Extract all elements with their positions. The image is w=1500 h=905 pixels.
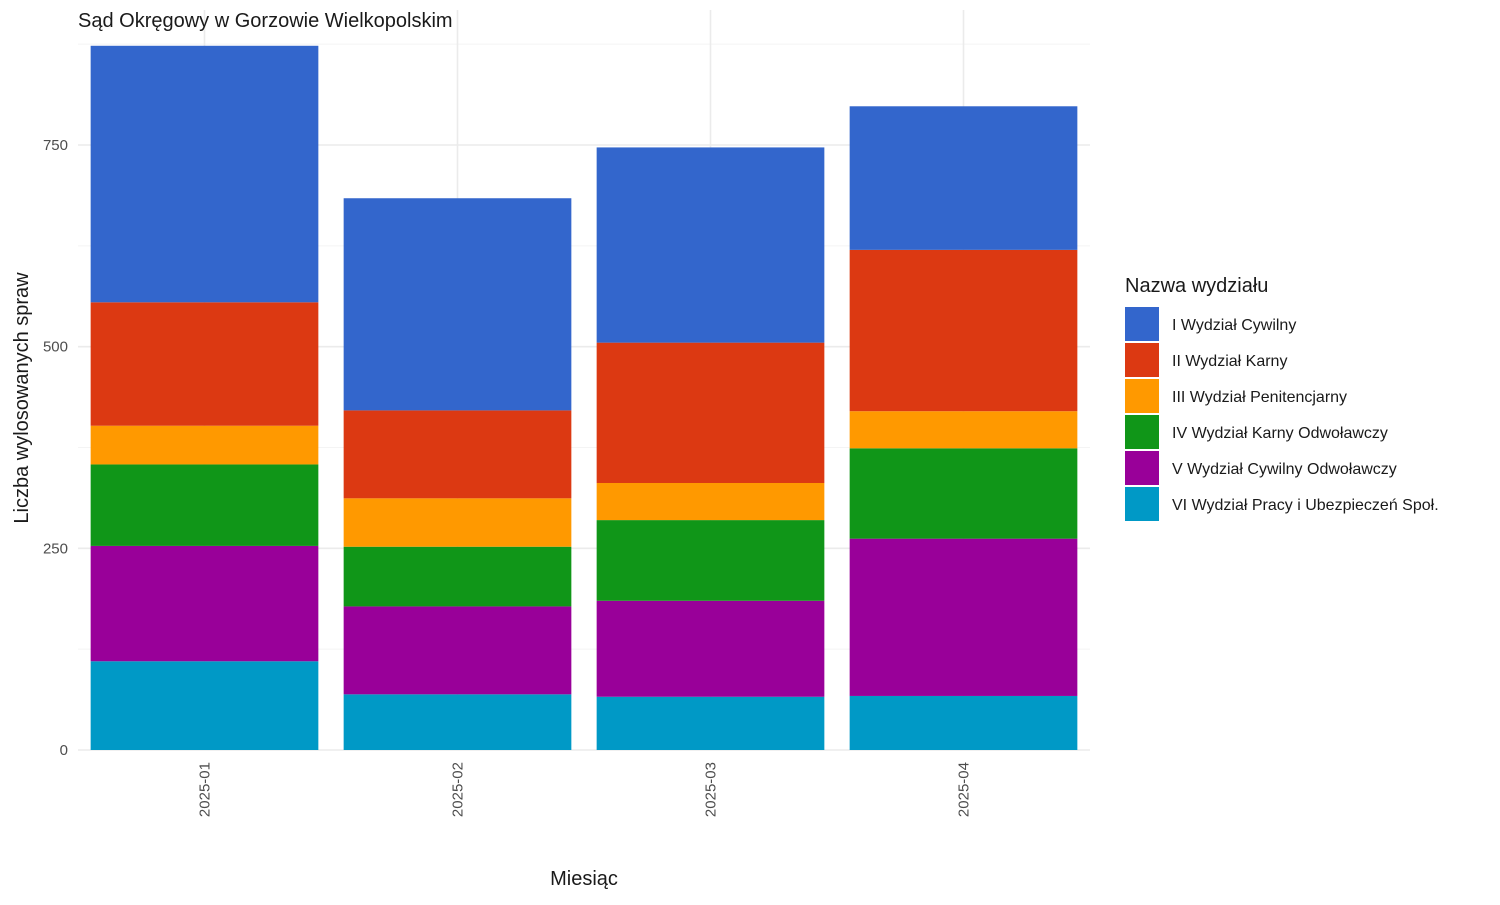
bar-segment-2025-01-s6 (90, 661, 319, 750)
bar-segment-2025-03-s4 (596, 520, 825, 601)
bar-segment-2025-01-s3 (90, 425, 319, 465)
y-tick-label: 0 (60, 742, 68, 759)
x-tick-label: 2025-01 (197, 762, 214, 817)
legend: Nazwa wydziału I Wydział Cywilny II Wydzi… (1125, 275, 1439, 521)
bar-segment-2025-01-s5 (90, 545, 319, 662)
bar-segment-2025-04-s6 (849, 695, 1078, 750)
bar-segment-2025-04-s3 (849, 411, 1078, 449)
legend-key-5 (1125, 451, 1159, 485)
legend-key-4 (1125, 415, 1159, 449)
bar-segment-2025-01-s4 (90, 464, 319, 546)
y-axis-ticks: 0 250 500 750 (43, 137, 68, 759)
bar-segment-2025-03-s6 (596, 696, 825, 750)
chart-title: Sąd Okręgowy w Gorzowie Wielkopolskim (78, 10, 453, 32)
legend-key-6 (1125, 487, 1159, 521)
bar-segment-2025-04-s1 (849, 106, 1078, 250)
legend-label-6: VI Wydział Pracy i Ubezpieczeń Społ. (1172, 497, 1439, 514)
legend-label-1: I Wydział Cywilny (1172, 317, 1296, 334)
bar-segment-2025-03-s3 (596, 482, 825, 521)
y-tick-label: 500 (43, 339, 68, 356)
bar-segment-2025-04-s2 (849, 249, 1078, 412)
bar-segment-2025-02-s1 (343, 198, 572, 411)
bar-segment-2025-03-s1 (596, 147, 825, 343)
bar-segment-2025-02-s5 (343, 606, 572, 695)
x-tick-label: 2025-04 (956, 762, 973, 817)
bar-segment-2025-01-s2 (90, 302, 319, 426)
legend-label-2: II Wydział Karny (1172, 353, 1287, 370)
bars (90, 45, 1078, 750)
legend-key-3 (1125, 379, 1159, 413)
legend-key-2 (1125, 343, 1159, 377)
bar-segment-2025-03-s5 (596, 600, 825, 697)
y-tick-label: 750 (43, 137, 68, 154)
x-axis-title: Miesiąc (550, 868, 618, 890)
legend-title: Nazwa wydziału (1125, 275, 1268, 297)
legend-label-4: IV Wydział Karny Odwoławczy (1172, 425, 1388, 442)
bar-segment-2025-02-s4 (343, 546, 572, 607)
x-axis-ticks: 2025-01 2025-02 2025-03 2025-04 (197, 762, 973, 817)
bar-segment-2025-04-s5 (849, 538, 1078, 696)
bar-segment-2025-01-s1 (90, 45, 319, 303)
legend-label-5: V Wydział Cywilny Odwoławczy (1172, 461, 1397, 478)
x-tick-label: 2025-03 (703, 762, 720, 817)
bar-segment-2025-04-s4 (849, 448, 1078, 539)
bar-segment-2025-03-s2 (596, 342, 825, 483)
legend-label-3: III Wydział Penitencjarny (1172, 389, 1347, 406)
x-tick-label: 2025-02 (450, 762, 467, 817)
bar-segment-2025-02-s2 (343, 410, 572, 499)
bar-segment-2025-02-s3 (343, 498, 572, 547)
legend-key-1 (1125, 307, 1159, 341)
y-tick-label: 250 (43, 540, 68, 557)
y-axis-title: Liczba wylosowanych spraw (11, 272, 33, 524)
bar-segment-2025-02-s6 (343, 694, 572, 750)
